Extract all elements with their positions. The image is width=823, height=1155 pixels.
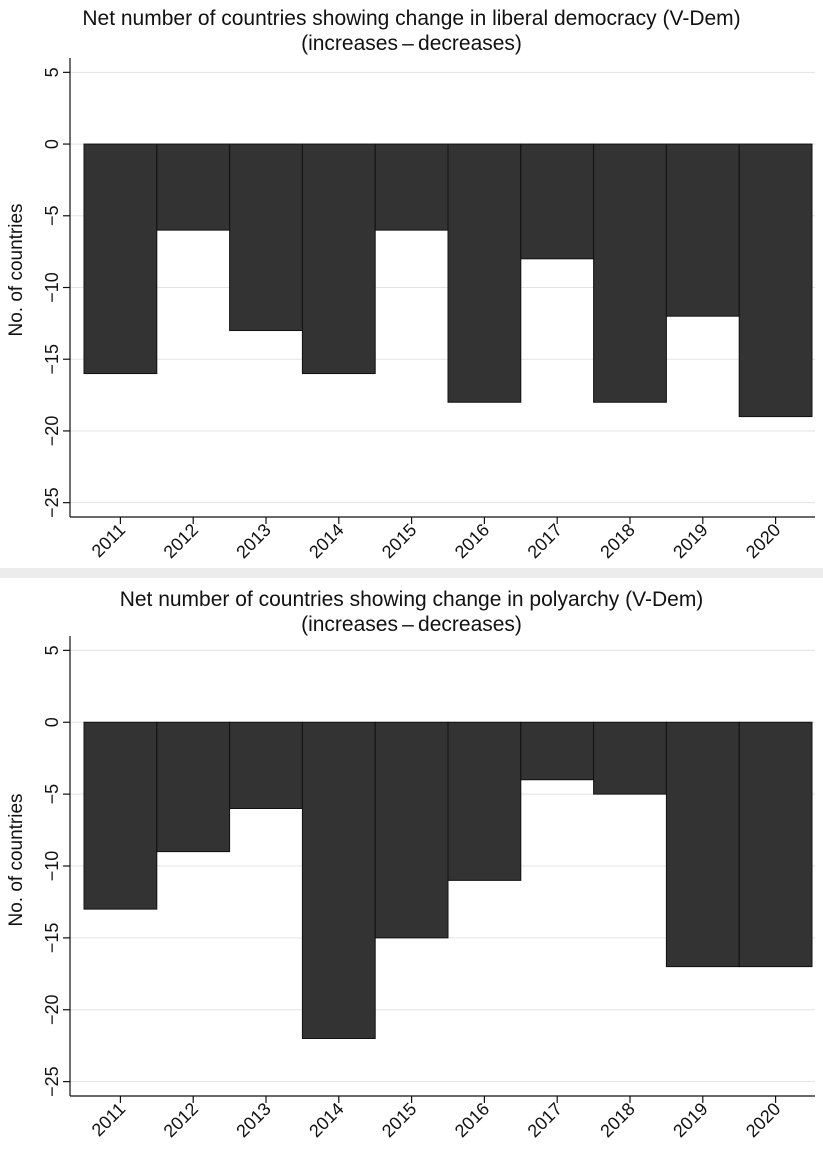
x-tick-label-2015: 2015 [378, 520, 420, 562]
bar-2013 [229, 143, 303, 332]
chart-subtitle: (increases – decreases) [301, 32, 522, 55]
x-tick-label-2014: 2014 [305, 520, 347, 562]
x-tick-label-2019: 2019 [669, 1099, 711, 1141]
y-tick-label: −25 [42, 487, 62, 518]
bar-2016 [447, 721, 522, 881]
x-tick-label-2011: 2011 [88, 520, 130, 562]
x-tick-label-2016: 2016 [451, 1099, 493, 1141]
panel-divider [0, 568, 823, 578]
y-axis-label: No. of countries [6, 203, 27, 336]
bar-chart-liberal-democracy: 5 0 −5 −10 −15 −20 −25 2011 2012 2013 2014 2015 2016… [6, 58, 815, 562]
x-tick-label-2012: 2012 [160, 1099, 202, 1141]
x-tick-label-2016: 2016 [451, 520, 493, 562]
bar-2012 [156, 721, 231, 853]
chart-panel-polyarchy: Net number of countries showing change i… [0, 578, 823, 1155]
x-tick-label-2017: 2017 [524, 1099, 566, 1141]
bar-chart-polyarchy: 5 0 −5 −10 −15 −20 −25 2011 2012 2013 2014 2015 2016… [6, 636, 815, 1141]
y-tick-label: 5 [42, 645, 62, 655]
x-tick-label-2017: 2017 [524, 520, 566, 562]
bar-2015 [374, 143, 449, 231]
bar-2017 [520, 721, 595, 781]
bar-2019 [665, 143, 740, 317]
chart-panel-liberal-democracy: Net number of countries showing change i… [0, 0, 823, 568]
bar-2016 [447, 143, 522, 403]
bar-2014 [301, 721, 376, 1039]
chart-title: Net number of countries showing change i… [82, 7, 741, 30]
x-tick-label-2020: 2020 [742, 1099, 784, 1141]
bar-2020 [738, 143, 813, 418]
bar-2012 [156, 143, 231, 231]
chart-title: Net number of countries showing change i… [119, 588, 704, 611]
y-axis-label: No. of countries [6, 793, 27, 926]
y-tick-label: −5 [42, 206, 62, 227]
y-tick-label: −25 [42, 1066, 62, 1097]
y-tick-label: −20 [42, 994, 62, 1025]
x-tick-label-2013: 2013 [232, 520, 274, 562]
y-tick-label: −20 [42, 416, 62, 447]
x-tick-label-2019: 2019 [669, 520, 711, 562]
x-tick-label-2015: 2015 [378, 1099, 420, 1141]
y-tick-label: −15 [42, 923, 62, 954]
x-tick-label-2014: 2014 [305, 1099, 347, 1141]
bar-2019 [665, 721, 740, 968]
x-tick-label-2011: 2011 [88, 1099, 130, 1141]
x-tick-label-2020: 2020 [742, 520, 784, 562]
bar-2014 [301, 143, 376, 375]
bar-2020 [738, 721, 813, 968]
y-tick-label: 0 [42, 139, 62, 149]
bar-2011 [83, 721, 158, 910]
x-tick-label-2018: 2018 [596, 1099, 638, 1141]
y-tick-label: −5 [42, 784, 62, 805]
x-tick-label-2018: 2018 [596, 520, 638, 562]
chart-subtitle: (increases – decreases) [301, 613, 522, 636]
bar-2011 [83, 143, 158, 375]
y-tick-label: −10 [42, 272, 62, 303]
bar-2018 [593, 143, 667, 403]
bar-2015 [374, 721, 449, 939]
x-tick-label-2013: 2013 [232, 1099, 274, 1141]
x-tick-label-2012: 2012 [160, 520, 202, 562]
bar-2013 [229, 721, 303, 809]
bar-2017 [520, 143, 595, 260]
y-tick-label: 0 [42, 717, 62, 727]
y-tick-label: −10 [42, 851, 62, 882]
y-tick-label: 5 [42, 67, 62, 77]
bar-2018 [593, 721, 667, 795]
y-tick-label: −15 [42, 344, 62, 375]
